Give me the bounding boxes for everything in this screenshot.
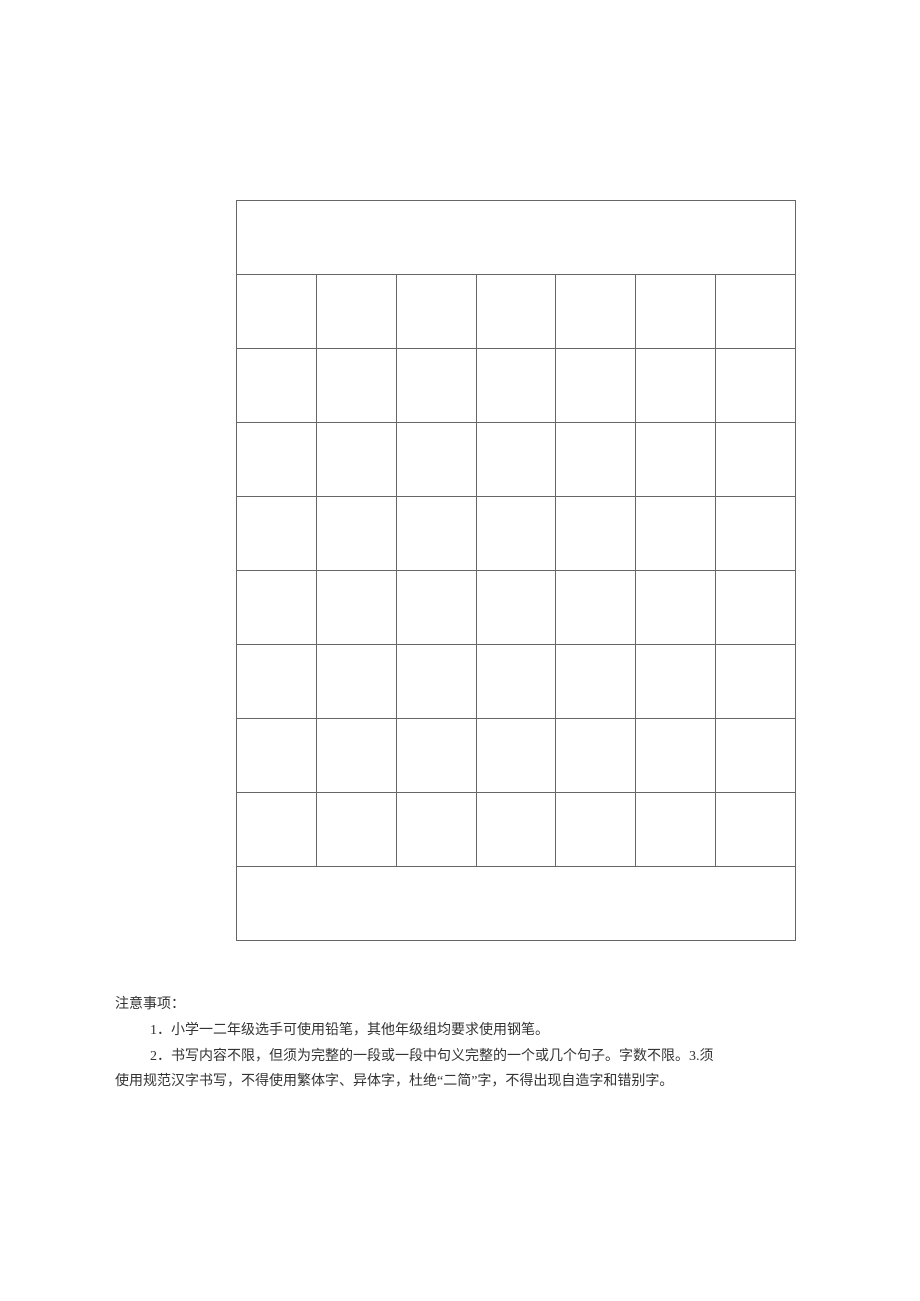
- grid-cell: [636, 645, 716, 719]
- grid-cell: [396, 423, 476, 497]
- grid-row: [237, 645, 796, 719]
- grid-cell: [316, 349, 396, 423]
- grid-cell: [556, 275, 636, 349]
- grid-cell: [316, 793, 396, 867]
- grid-row: [237, 719, 796, 793]
- grid-cell: [396, 349, 476, 423]
- grid-cell: [636, 497, 716, 571]
- grid-row: [237, 423, 796, 497]
- grid-cell: [636, 793, 716, 867]
- grid-row: [237, 497, 796, 571]
- grid-cell: [396, 793, 476, 867]
- grid-cell: [556, 645, 636, 719]
- grid-cell: [716, 275, 796, 349]
- grid-row: [237, 571, 796, 645]
- grid-cell: [237, 793, 317, 867]
- grid-cell: [476, 275, 556, 349]
- grid-row: [237, 793, 796, 867]
- grid-cell: [716, 645, 796, 719]
- note-text: ．书写内容不限，但须为完整的一段或一段中句义完整的一个或几个句子。字数不限。3.…: [157, 1049, 714, 1064]
- grid-cell: [237, 497, 317, 571]
- grid-cell: [316, 571, 396, 645]
- grid-cell-merged-bottom: [237, 867, 796, 941]
- grid-cell: [476, 719, 556, 793]
- note-item-1: 1．小学一二年级选手可使用铅笔，其他年级组均要求使用钢笔。: [115, 1019, 815, 1043]
- grid-cell: [476, 793, 556, 867]
- grid-cell: [556, 423, 636, 497]
- grid-cell: [237, 571, 317, 645]
- grid-cell: [476, 497, 556, 571]
- grid-cell: [396, 719, 476, 793]
- grid-cell: [237, 423, 317, 497]
- grid-cell-merged-top: [237, 201, 796, 275]
- grid-cell: [237, 275, 317, 349]
- grid-cell: [396, 497, 476, 571]
- page-container: 注意事项： 1．小学一二年级选手可使用铅笔，其他年级组均要求使用钢笔。 2．书写…: [0, 0, 920, 1301]
- grid-cell: [636, 571, 716, 645]
- grid-cell: [556, 571, 636, 645]
- note-continuation: 使用规范汉字书写，不得使用繁体字、异体字，杜绝“二简”字，不得出现自造字和错别字…: [115, 1070, 815, 1094]
- grid-row: [237, 349, 796, 423]
- grid-cell: [716, 349, 796, 423]
- grid-cell: [556, 793, 636, 867]
- notes-section: 注意事项： 1．小学一二年级选手可使用铅笔，其他年级组均要求使用钢笔。 2．书写…: [115, 993, 815, 1096]
- grid-cell: [316, 719, 396, 793]
- grid-cell: [636, 719, 716, 793]
- grid-cell: [316, 645, 396, 719]
- note-number: 2: [150, 1049, 157, 1064]
- grid-cell: [716, 423, 796, 497]
- grid-cell: [556, 497, 636, 571]
- grid-cell: [237, 645, 317, 719]
- grid-cell: [237, 719, 317, 793]
- grid-cell: [636, 423, 716, 497]
- grid-cell: [316, 423, 396, 497]
- grid-row-footer: [237, 867, 796, 941]
- grid-cell: [476, 571, 556, 645]
- grid-cell: [237, 349, 317, 423]
- grid-cell: [716, 793, 796, 867]
- grid-cell: [396, 645, 476, 719]
- grid-cell: [476, 423, 556, 497]
- note-text: ．小学一二年级选手可使用铅笔，其他年级组均要求使用钢笔。: [157, 1023, 549, 1038]
- grid-cell: [556, 349, 636, 423]
- grid-cell: [636, 275, 716, 349]
- grid-cell: [556, 719, 636, 793]
- grid-cell: [316, 275, 396, 349]
- grid-cell: [316, 497, 396, 571]
- grid-row-header: [237, 201, 796, 275]
- grid-cell: [716, 719, 796, 793]
- grid-row: [237, 275, 796, 349]
- note-number: 1: [150, 1023, 157, 1038]
- grid-cell: [396, 571, 476, 645]
- note-item-2: 2．书写内容不限，但须为完整的一段或一段中句义完整的一个或几个句子。字数不限。3…: [115, 1045, 815, 1069]
- grid-cell: [716, 571, 796, 645]
- writing-grid: [236, 200, 796, 941]
- notes-title: 注意事项：: [115, 993, 815, 1017]
- grid-cell: [476, 349, 556, 423]
- grid-cell: [716, 497, 796, 571]
- grid-cell: [636, 349, 716, 423]
- grid-cell: [476, 645, 556, 719]
- grid-cell: [396, 275, 476, 349]
